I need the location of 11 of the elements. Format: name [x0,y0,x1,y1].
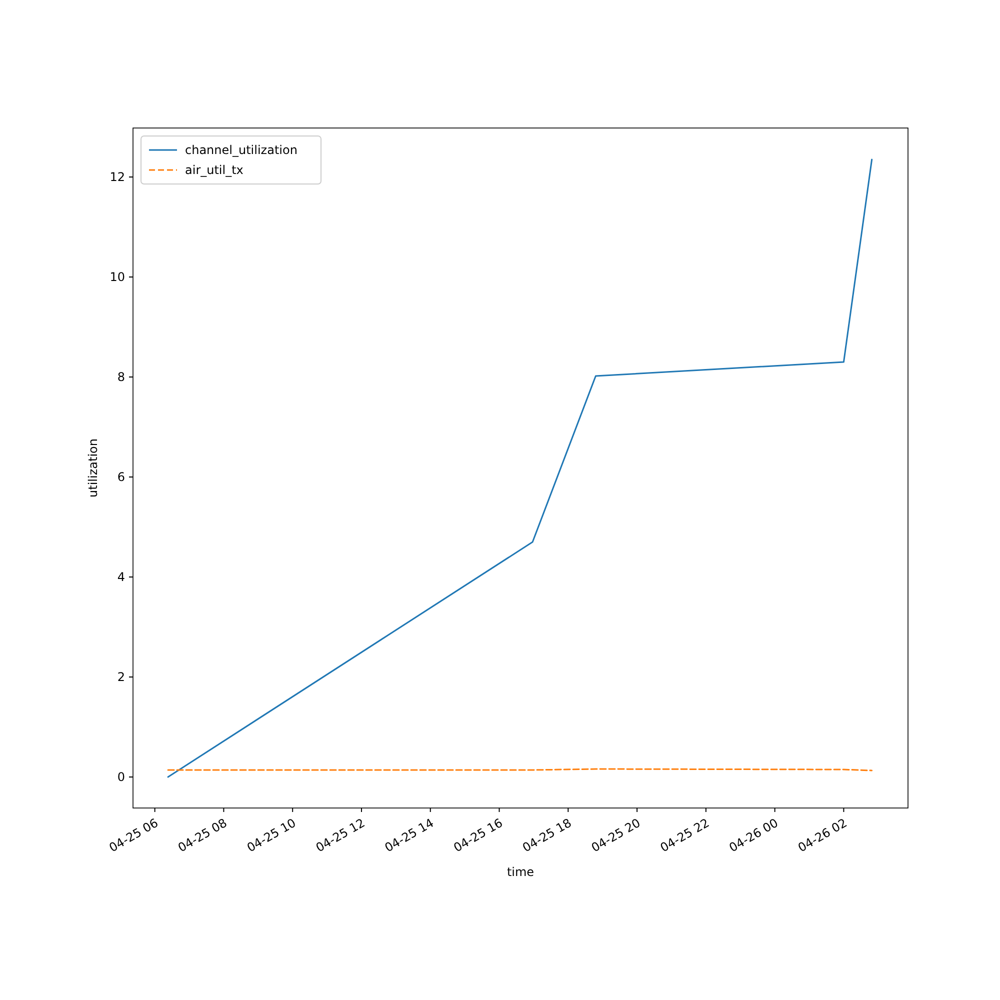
y-tick-label: 6 [117,470,125,484]
legend-label: channel_utilization [185,143,298,158]
y-tick-label: 2 [117,670,125,684]
legend-label: air_util_tx [185,163,244,178]
x-axis-title: time [506,865,534,879]
y-tick-label: 12 [110,170,125,184]
y-tick-label: 4 [117,570,125,584]
y-axis-title: utilization [86,438,100,498]
y-tick-label: 10 [110,270,125,284]
y-tick-label: 8 [117,370,125,384]
y-tick-label: 0 [117,770,125,784]
